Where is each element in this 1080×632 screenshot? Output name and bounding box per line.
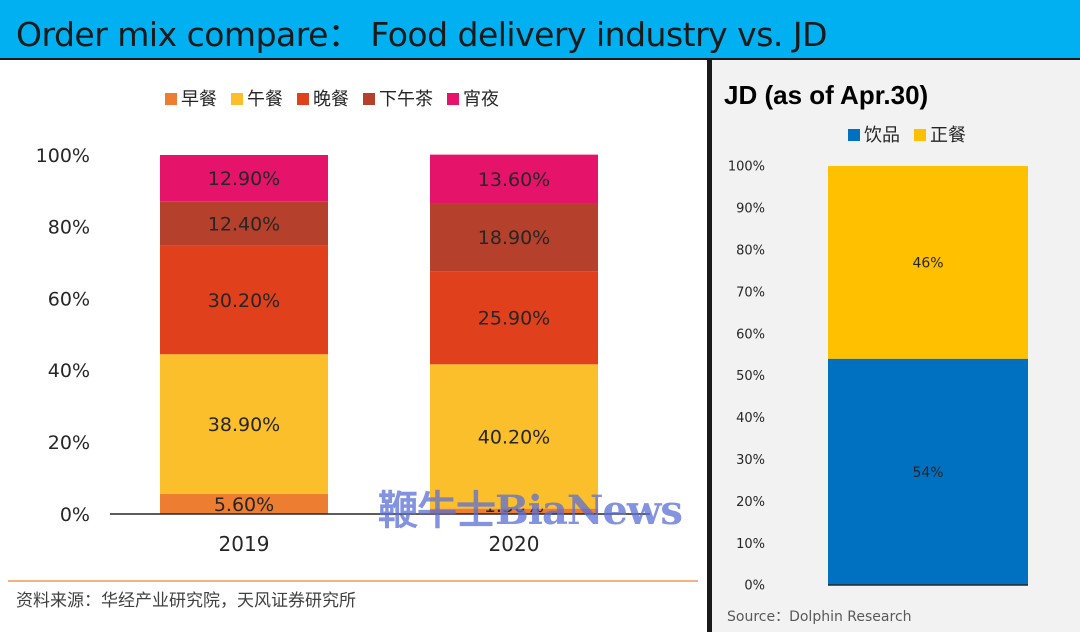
y-tick-label: 100%	[36, 145, 90, 167]
data-label: 13.60%	[478, 169, 550, 191]
y-tick-label: 80%	[736, 243, 765, 258]
bar-segment-1	[160, 354, 328, 494]
bar-segment-3	[430, 203, 598, 272]
watermark-text: 鞭牛士BiaNews	[378, 487, 683, 534]
y-tick-label: 40%	[48, 360, 90, 382]
data-label: 40.20%	[478, 426, 550, 448]
legend-swatch	[363, 93, 375, 105]
bar-segment-1	[828, 166, 1028, 359]
y-tick-label: 0%	[744, 579, 765, 594]
y-tick-label: 60%	[736, 327, 765, 342]
bar-segment-4	[430, 154, 598, 204]
y-tick-label: 60%	[48, 288, 90, 310]
bar-segment-3	[160, 201, 328, 246]
legend-swatch	[165, 93, 177, 105]
legend-swatch	[914, 129, 926, 141]
data-label: 18.90%	[478, 227, 550, 249]
legend-swatch	[231, 93, 243, 105]
bar-segment-4	[160, 155, 328, 202]
legend-label: 午餐	[247, 89, 283, 110]
industry-order-mix-chart: 0% 20% 40% 60% 80% 100% 5.60% 38.90% 30.20% 12.40…	[36, 89, 650, 556]
y-tick-label: 40%	[736, 411, 765, 426]
panel-divider	[707, 60, 712, 632]
legend-label: 早餐	[181, 89, 217, 110]
y-tick-label: 100%	[728, 160, 765, 175]
bar-segment-0	[160, 493, 328, 514]
data-label: 54%	[912, 465, 943, 481]
x-tick-label: 2019	[219, 532, 270, 556]
x-tick-label: 2020	[489, 532, 540, 556]
legend-label: 下午茶	[379, 89, 433, 110]
y-tick-label: 10%	[736, 537, 765, 552]
legend-swatch	[297, 93, 309, 105]
data-label: 12.90%	[208, 168, 280, 190]
y-tick-label: 0%	[60, 504, 90, 526]
page-title: Order mix compare： Food delivery industr…	[16, 15, 828, 54]
data-label: 5.60%	[214, 494, 274, 516]
data-label: 46%	[912, 255, 943, 271]
y-tick-label: 20%	[736, 495, 765, 510]
source-divider	[8, 580, 698, 582]
legend-label: 宵夜	[463, 89, 499, 110]
y-tick-label: 30%	[736, 453, 765, 468]
y-tick-label: 90%	[736, 202, 765, 217]
data-label: 38.90%	[208, 414, 280, 436]
legend-label: 晚餐	[313, 89, 349, 110]
y-tick-label: 70%	[736, 285, 765, 300]
legend-label: 正餐	[930, 125, 966, 146]
legend-swatch	[848, 129, 860, 141]
data-label: 12.40%	[208, 213, 280, 235]
chart-title: JD (as of Apr.30)	[724, 80, 928, 110]
bar-segment-2	[430, 271, 598, 365]
bar-segment-1	[430, 364, 598, 509]
data-label: 30.20%	[208, 290, 280, 312]
data-label: 25.90%	[478, 308, 550, 330]
bar-segment-0	[828, 358, 1028, 585]
legend-swatch	[447, 93, 459, 105]
y-tick-label: 80%	[48, 217, 90, 239]
bar-segment-0	[430, 508, 598, 514]
bar-segment-2	[160, 245, 328, 355]
y-tick-label: 20%	[48, 432, 90, 454]
legend-label: 饮品	[864, 125, 900, 146]
y-tick-label: 50%	[736, 369, 765, 384]
title-bar: Order mix compare： Food delivery industr…	[0, 0, 1080, 60]
industry-source-note: 资料来源：华经产业研究院，天风证券研究所	[16, 591, 356, 611]
jd-source-note: Source：Dolphin Research	[727, 609, 912, 625]
